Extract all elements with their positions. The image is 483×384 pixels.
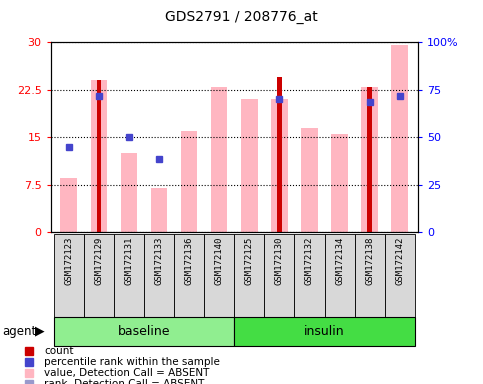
Bar <box>144 234 174 317</box>
Text: GSM172134: GSM172134 <box>335 237 344 285</box>
Bar <box>361 87 378 232</box>
Bar <box>277 77 282 232</box>
Bar <box>391 45 408 232</box>
Text: percentile rank within the sample: percentile rank within the sample <box>44 357 220 367</box>
Text: GSM172130: GSM172130 <box>275 237 284 285</box>
Bar <box>234 234 264 317</box>
Text: count: count <box>44 346 73 356</box>
Bar <box>301 128 318 232</box>
Bar <box>121 153 137 232</box>
Bar <box>241 99 257 232</box>
Bar <box>234 317 415 346</box>
Bar <box>264 234 295 317</box>
Bar <box>325 234 355 317</box>
Text: GSM172140: GSM172140 <box>215 237 224 285</box>
Bar <box>211 87 227 232</box>
Text: baseline: baseline <box>118 325 170 338</box>
Text: GSM172129: GSM172129 <box>94 237 103 285</box>
Text: agent: agent <box>2 324 37 338</box>
Text: ▶: ▶ <box>35 324 44 338</box>
Text: value, Detection Call = ABSENT: value, Detection Call = ABSENT <box>44 368 210 378</box>
Text: insulin: insulin <box>304 325 345 338</box>
Bar <box>295 234 325 317</box>
Text: GDS2791 / 208776_at: GDS2791 / 208776_at <box>165 10 318 23</box>
Text: GSM172138: GSM172138 <box>365 237 374 285</box>
Bar <box>174 234 204 317</box>
Bar <box>331 134 348 232</box>
Bar <box>151 188 167 232</box>
Text: GSM172133: GSM172133 <box>155 237 164 285</box>
Bar <box>114 234 144 317</box>
Bar <box>384 234 415 317</box>
Text: rank, Detection Call = ABSENT: rank, Detection Call = ABSENT <box>44 379 204 384</box>
Bar <box>181 131 198 232</box>
Bar <box>368 87 372 232</box>
Bar <box>60 179 77 232</box>
Text: GSM172131: GSM172131 <box>125 237 133 285</box>
Text: GSM172136: GSM172136 <box>185 237 194 285</box>
Bar <box>84 234 114 317</box>
Bar <box>54 234 84 317</box>
Bar <box>271 99 288 232</box>
Text: GSM172123: GSM172123 <box>64 237 73 285</box>
Bar <box>97 80 101 232</box>
Bar <box>355 234 384 317</box>
Text: GSM172142: GSM172142 <box>395 237 404 285</box>
Bar <box>204 234 234 317</box>
Bar <box>91 80 107 232</box>
Text: GSM172132: GSM172132 <box>305 237 314 285</box>
Bar <box>54 317 234 346</box>
Text: GSM172125: GSM172125 <box>245 237 254 285</box>
